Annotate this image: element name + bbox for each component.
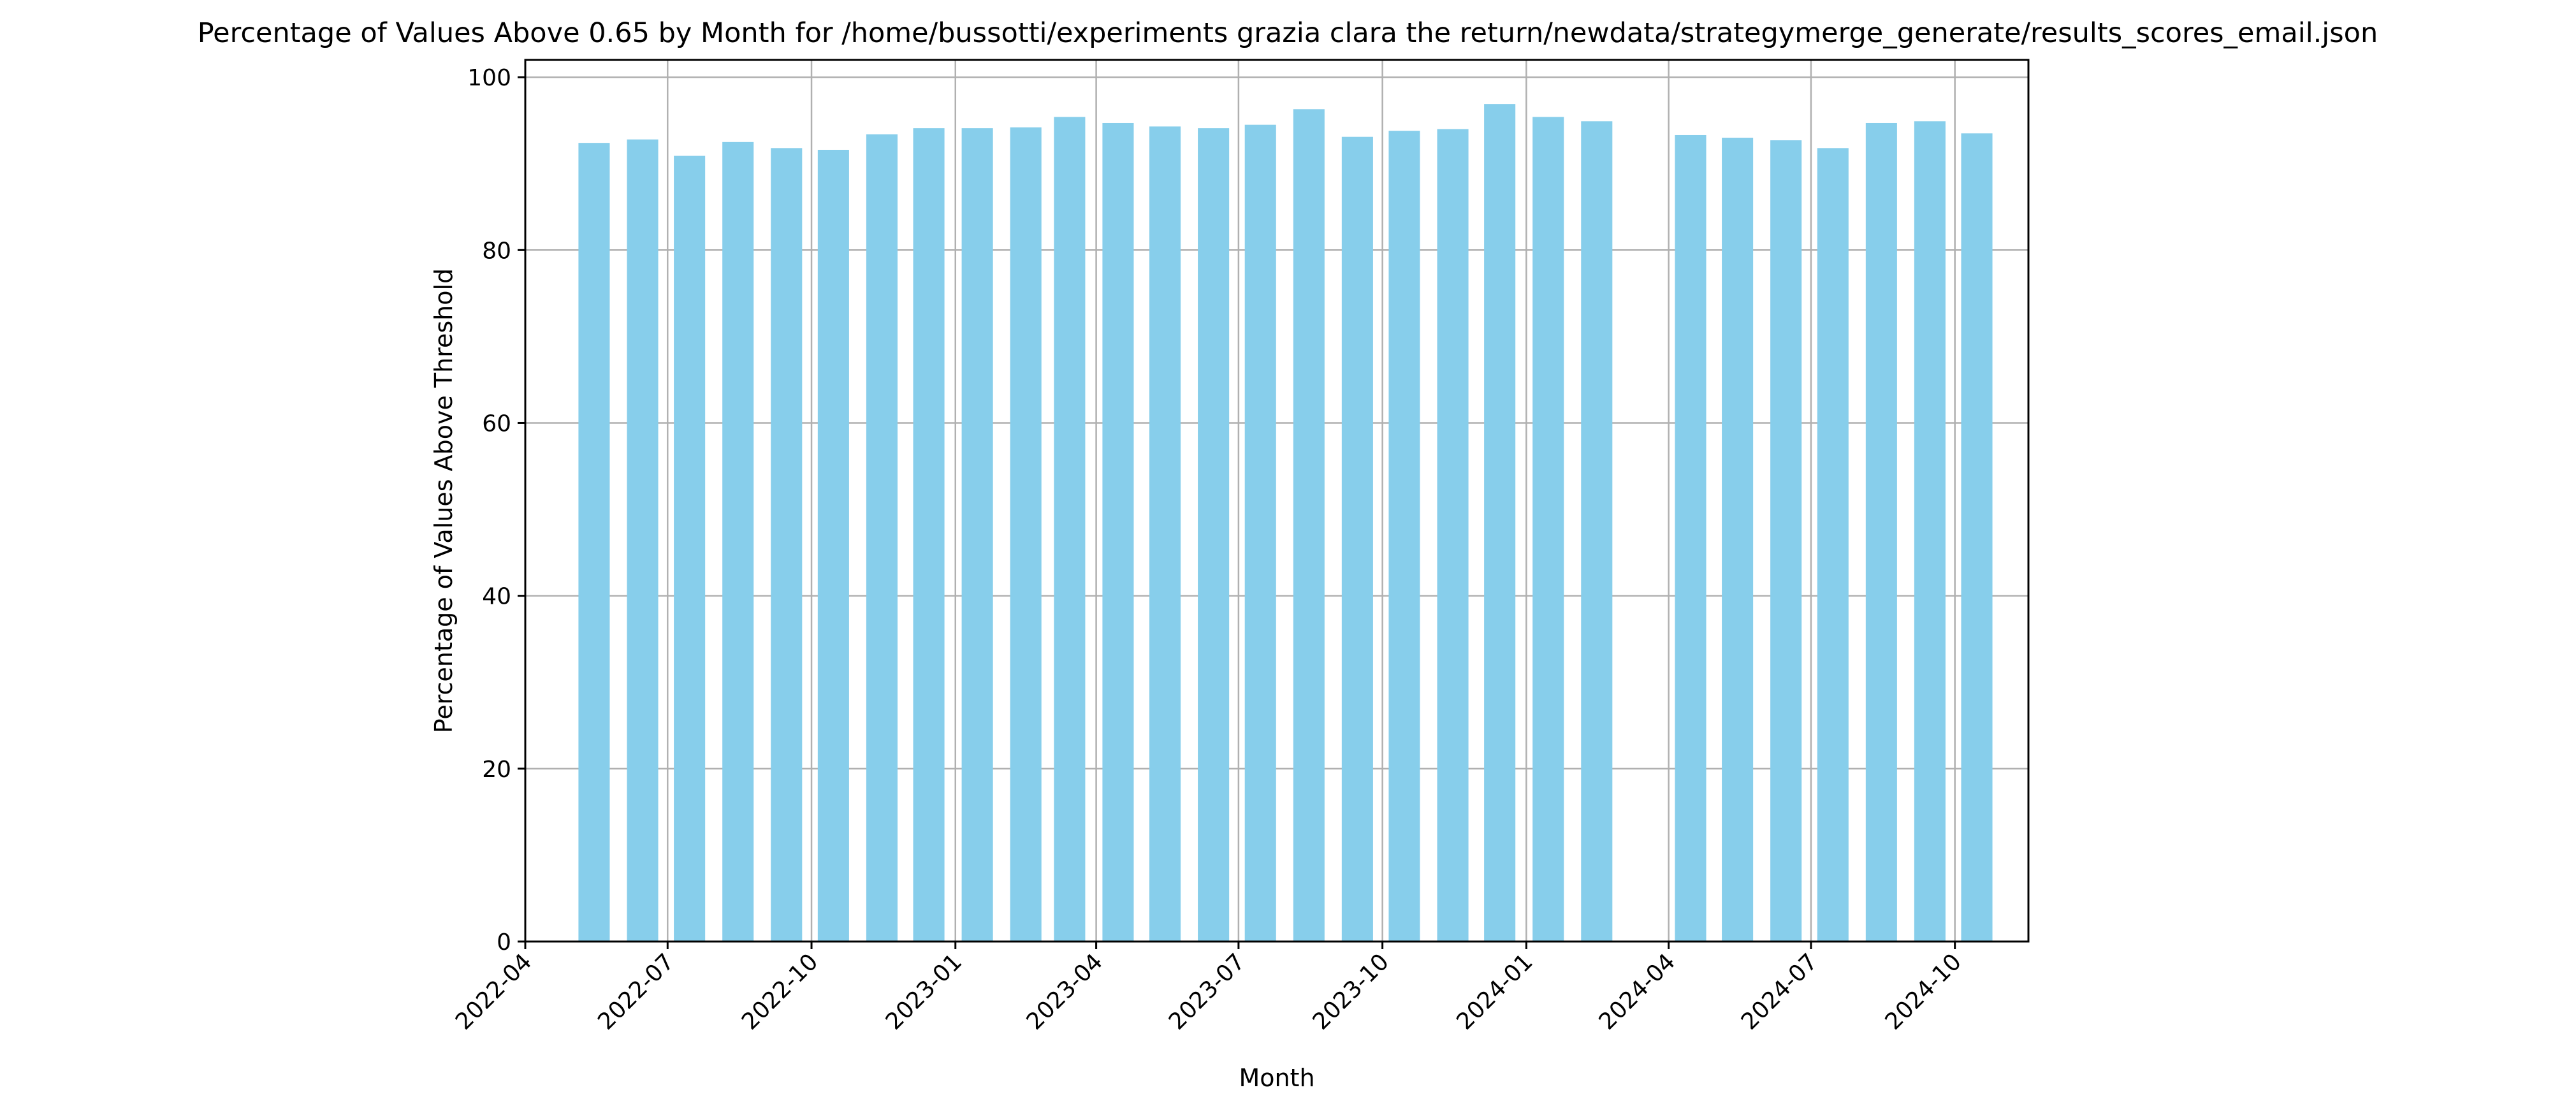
y-axis: 0 20 40 60 80 100	[467, 65, 525, 956]
bar	[674, 156, 706, 942]
x-tick-label: 2023-07	[1164, 949, 1250, 1035]
x-tick-label: 2023-01	[881, 949, 967, 1035]
bar	[1914, 121, 1946, 942]
bar	[817, 150, 849, 942]
bar	[1149, 126, 1181, 942]
bar	[1198, 128, 1230, 942]
x-tick-label: 2022-07	[593, 949, 679, 1035]
bar	[1437, 129, 1469, 942]
x-tick-label: 2023-04	[1022, 949, 1108, 1035]
x-axis-label: Month	[1239, 1064, 1314, 1092]
bar	[866, 134, 898, 942]
x-axis: 2022-04 2022-07 2022-10 2023-01 2023-04 2023-…	[451, 942, 1967, 1035]
x-tick-label: 2024-07	[1736, 949, 1823, 1035]
bars	[578, 104, 1993, 942]
bar	[913, 128, 945, 942]
bar	[578, 143, 610, 942]
bar	[1244, 124, 1276, 942]
bar	[1532, 117, 1564, 942]
bar	[1484, 104, 1516, 942]
y-tick-label: 60	[482, 411, 511, 437]
bar	[1817, 148, 1849, 942]
y-tick-label: 20	[482, 757, 511, 783]
bar	[771, 148, 803, 942]
bar	[1961, 133, 1993, 942]
bar	[1770, 140, 1802, 942]
bar	[961, 128, 993, 942]
bar	[1675, 135, 1706, 942]
x-tick-label: 2024-01	[1452, 949, 1538, 1035]
chart-title: Percentage of Values Above 0.65 by Month…	[198, 17, 2378, 49]
y-axis-label: Percentage of Values Above Threshold	[430, 268, 458, 733]
bar	[1722, 138, 1754, 942]
bar	[1341, 136, 1373, 942]
bar	[1054, 117, 1086, 942]
bar	[1581, 121, 1613, 942]
bar	[1865, 122, 1897, 942]
x-tick-label: 2022-04	[451, 949, 537, 1035]
grid-lines	[524, 60, 2028, 943]
x-tick-label: 2024-10	[1881, 949, 1967, 1035]
y-tick-label: 0	[497, 929, 511, 956]
bar	[1102, 122, 1134, 942]
bar	[722, 142, 754, 942]
bar	[1388, 131, 1420, 942]
y-tick-label: 100	[467, 65, 511, 91]
y-tick-label: 40	[482, 584, 511, 610]
bar	[1010, 127, 1042, 942]
y-tick-label: 80	[482, 238, 511, 264]
plot-frame	[524, 59, 2030, 943]
bar	[627, 139, 659, 942]
bar	[1293, 109, 1325, 942]
x-tick-label: 2024-04	[1594, 949, 1680, 1035]
x-tick-label: 2022-10	[737, 949, 823, 1035]
x-tick-label: 2023-10	[1308, 949, 1394, 1035]
